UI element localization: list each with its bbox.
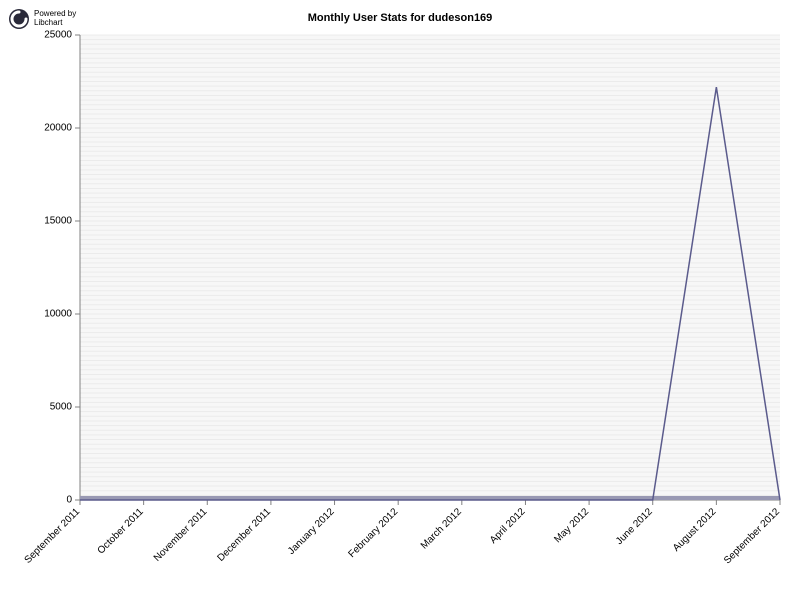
y-tick-label: 10000	[44, 309, 72, 320]
x-tick-label: September 2011	[23, 506, 83, 566]
y-tick-label: 20000	[44, 123, 72, 134]
x-tick-label: May 2012	[552, 506, 591, 545]
x-tick-label: December 2011	[215, 506, 273, 564]
x-tick-label: January 2012	[286, 506, 337, 557]
x-tick-label: April 2012	[488, 506, 528, 546]
x-tick-label: September 2012	[722, 506, 782, 566]
x-tick-label: June 2012	[614, 506, 655, 547]
line-chart: 0 5000 10000 15000 20000 25000 September 2011 O…	[0, 0, 800, 600]
x-tick-label: August 2012	[671, 506, 719, 554]
y-tick-label: 5000	[50, 402, 73, 413]
y-tick-label: 0	[66, 495, 72, 506]
x-tick-label: February 2012	[347, 506, 401, 560]
x-tick-label: October 2011	[96, 506, 146, 556]
y-tick-label: 15000	[44, 216, 72, 227]
x-tick-label: November 2011	[152, 506, 210, 564]
y-tick-label: 25000	[44, 30, 72, 41]
x-tick-label: March 2012	[419, 506, 464, 551]
